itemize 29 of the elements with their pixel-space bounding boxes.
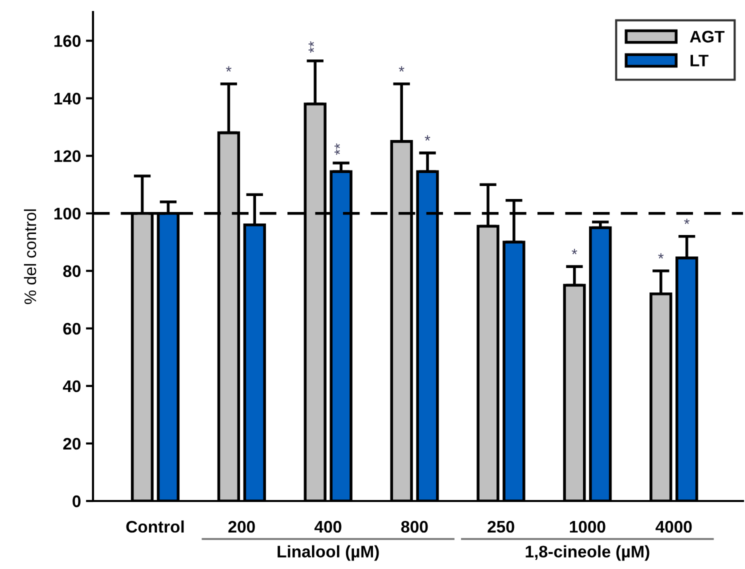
y-axis-title: % del control [24, 209, 36, 304]
legend-label: LT [690, 54, 708, 66]
annotation: ** [334, 143, 340, 155]
y-tick-label: 80 [63, 265, 81, 278]
annotation: * [424, 135, 430, 141]
legend-label: AGT [690, 30, 724, 43]
annotation: * [572, 248, 578, 254]
x-tick-label: 1000 [570, 520, 606, 533]
y-tick-label: 160 [54, 35, 81, 47]
annotation: * [226, 66, 232, 72]
y-tick-label: 100 [54, 208, 81, 220]
y-tick-label: 120 [54, 150, 81, 162]
annotation: * [658, 253, 664, 259]
annotation: ** [308, 41, 314, 53]
y-tick-label: 0 [72, 495, 81, 508]
text: Linalool (µM) [278, 545, 379, 561]
x-tick-label: Control [126, 520, 184, 533]
annotation: * [398, 66, 404, 72]
x-tick-label: 200 [228, 520, 255, 533]
text: 1,8-cineole (µM) [526, 545, 650, 561]
x-tick-label: 800 [401, 520, 428, 533]
annotation: * [684, 218, 690, 224]
y-tick-label: 60 [63, 322, 81, 335]
y-tick-label: 40 [62, 380, 81, 392]
x-tick-label: 250 [488, 520, 514, 533]
y-tick-label: 140 [54, 92, 81, 104]
x-tick-label: 4000 [656, 520, 692, 533]
x-tick-label: 400 [314, 520, 342, 533]
y-tick-label: 20 [63, 438, 81, 450]
